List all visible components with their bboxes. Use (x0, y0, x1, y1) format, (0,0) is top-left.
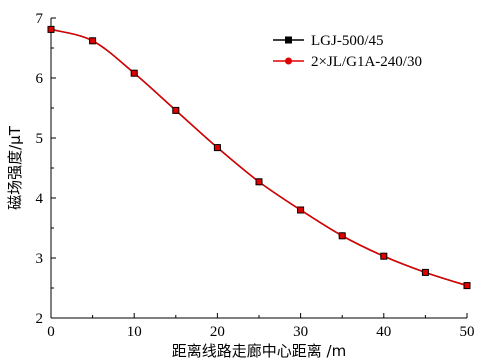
y-tick-label: 4 (36, 191, 44, 207)
data-point-inner (90, 38, 96, 44)
data-point-inner (381, 253, 387, 259)
y-tick-label: 5 (36, 131, 44, 147)
data-point-inner (422, 269, 428, 275)
data-point-inner (214, 145, 220, 151)
legend-marker (285, 36, 292, 44)
data-point-inner (173, 107, 179, 113)
data-point-inner (256, 179, 262, 185)
legend-marker (285, 57, 292, 65)
data-point-inner (298, 207, 304, 213)
legend: LGJ-500/45 2×JL/G1A-240/30 (273, 33, 422, 70)
data-point-inner (131, 70, 137, 76)
y-tick-label: 6 (36, 71, 44, 87)
legend-label: 2×JL/G1A-240/30 (311, 54, 422, 70)
y-axis-title: 磁场强度/μT (6, 125, 24, 210)
x-tick-label: 10 (127, 324, 142, 340)
x-tick-label: 50 (460, 324, 475, 340)
x-tick-label: 20 (210, 324, 225, 340)
x-tick-label: 0 (47, 324, 55, 340)
legend-label: LGJ-500/45 (311, 33, 384, 49)
y-tick-label: 7 (36, 11, 44, 27)
x-axis-title: 距离线路走廊中心距离 /m (172, 342, 346, 360)
ticks: 0 10 20 30 40 50 2 3 4 5 6 7 (36, 11, 475, 340)
series-layer (47, 25, 471, 290)
x-tick-label: 30 (293, 324, 308, 340)
data-point-inner (464, 283, 470, 289)
data-point-inner (339, 233, 345, 239)
data-point-inner (48, 26, 54, 32)
y-tick-label: 2 (36, 311, 44, 327)
y-tick-label: 3 (36, 251, 44, 267)
x-tick-label: 40 (376, 324, 391, 340)
